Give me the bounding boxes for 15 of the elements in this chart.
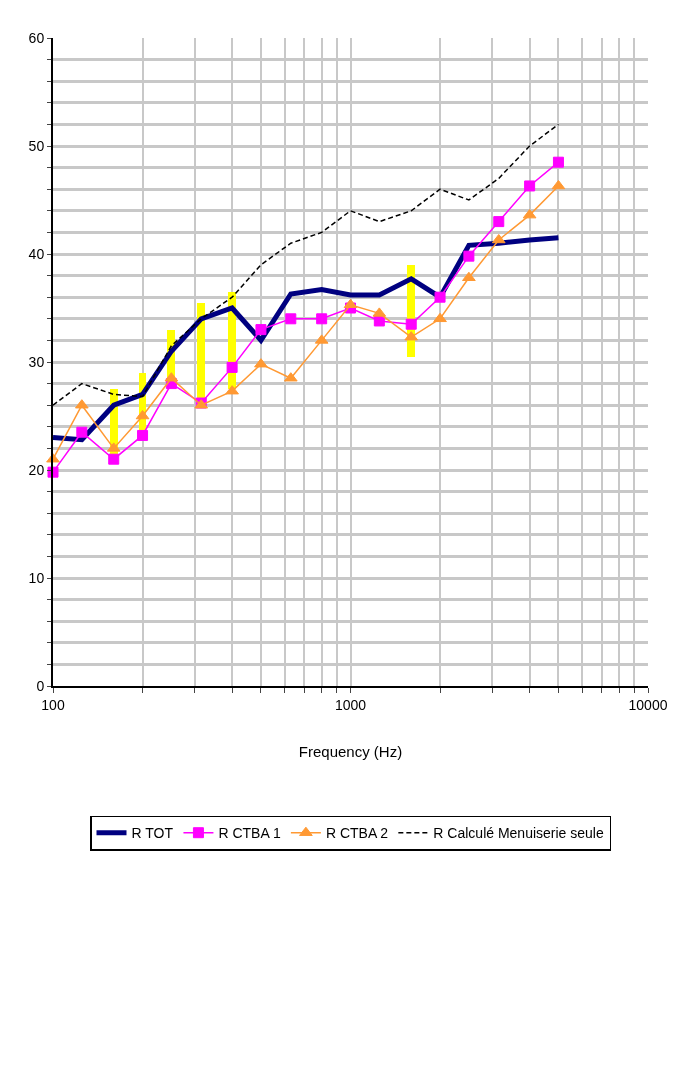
y-tick-label: 0 bbox=[36, 677, 45, 694]
x-tick-label: 100 bbox=[41, 696, 65, 713]
x-tick-label: 10000 bbox=[628, 696, 668, 713]
y-tick-label: 50 bbox=[28, 137, 45, 154]
x-tick-label: 1000 bbox=[334, 696, 367, 713]
legend-label: R CTBA 1 bbox=[218, 825, 281, 842]
y-tick-label: 10 bbox=[28, 569, 45, 586]
legend-label: R CTBA 2 bbox=[325, 825, 389, 842]
y-tick-label: 60 bbox=[28, 29, 45, 46]
x-axis-title: Frequency (Hz) bbox=[298, 743, 403, 761]
y-tick-label: 40 bbox=[28, 245, 45, 262]
y-tick-label: 30 bbox=[28, 353, 45, 370]
legend-label: R Calculé Menuiserie seule bbox=[433, 825, 604, 842]
legend-label: R TOT bbox=[131, 825, 174, 842]
y-tick-label: 20 bbox=[28, 461, 45, 478]
